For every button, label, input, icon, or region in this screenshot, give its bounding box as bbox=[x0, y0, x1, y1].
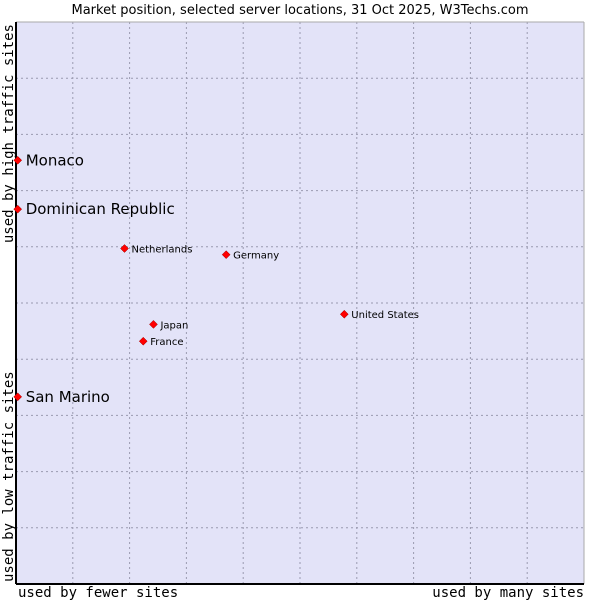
data-point-marker bbox=[13, 155, 23, 165]
plot-frame bbox=[15, 21, 585, 585]
y-axis-label-bottom: used by low traffic sites bbox=[1, 371, 17, 582]
x-axis-label-left: used by fewer sites bbox=[18, 585, 178, 600]
data-point-marker bbox=[120, 244, 129, 253]
data-points: Monaco Dominican Republic Netherlands Germa… bbox=[13, 151, 419, 406]
data-point-label: Dominican Republic bbox=[26, 200, 175, 218]
data-point-label: San Marino bbox=[26, 388, 110, 406]
data-point-marker bbox=[339, 309, 349, 319]
grid-lines bbox=[16, 22, 584, 584]
y-axis-label-top: used by high traffic sites bbox=[1, 24, 17, 243]
data-point-label: Japan bbox=[159, 320, 188, 331]
data-point-label: Netherlands bbox=[131, 244, 192, 255]
data-point-label: Monaco bbox=[26, 151, 84, 169]
chart-title: Market position, selected server locatio… bbox=[71, 3, 528, 18]
data-point-marker bbox=[221, 250, 231, 260]
data-point-label: France bbox=[150, 337, 183, 348]
x-axis-label-right: used by many sites bbox=[432, 585, 584, 600]
data-point-label: Germany bbox=[233, 251, 279, 262]
data-point-marker bbox=[149, 320, 158, 329]
data-point-marker bbox=[138, 336, 148, 346]
data-point-marker bbox=[13, 204, 23, 214]
data-point-marker bbox=[13, 392, 23, 402]
data-point-label: United States bbox=[351, 310, 419, 321]
